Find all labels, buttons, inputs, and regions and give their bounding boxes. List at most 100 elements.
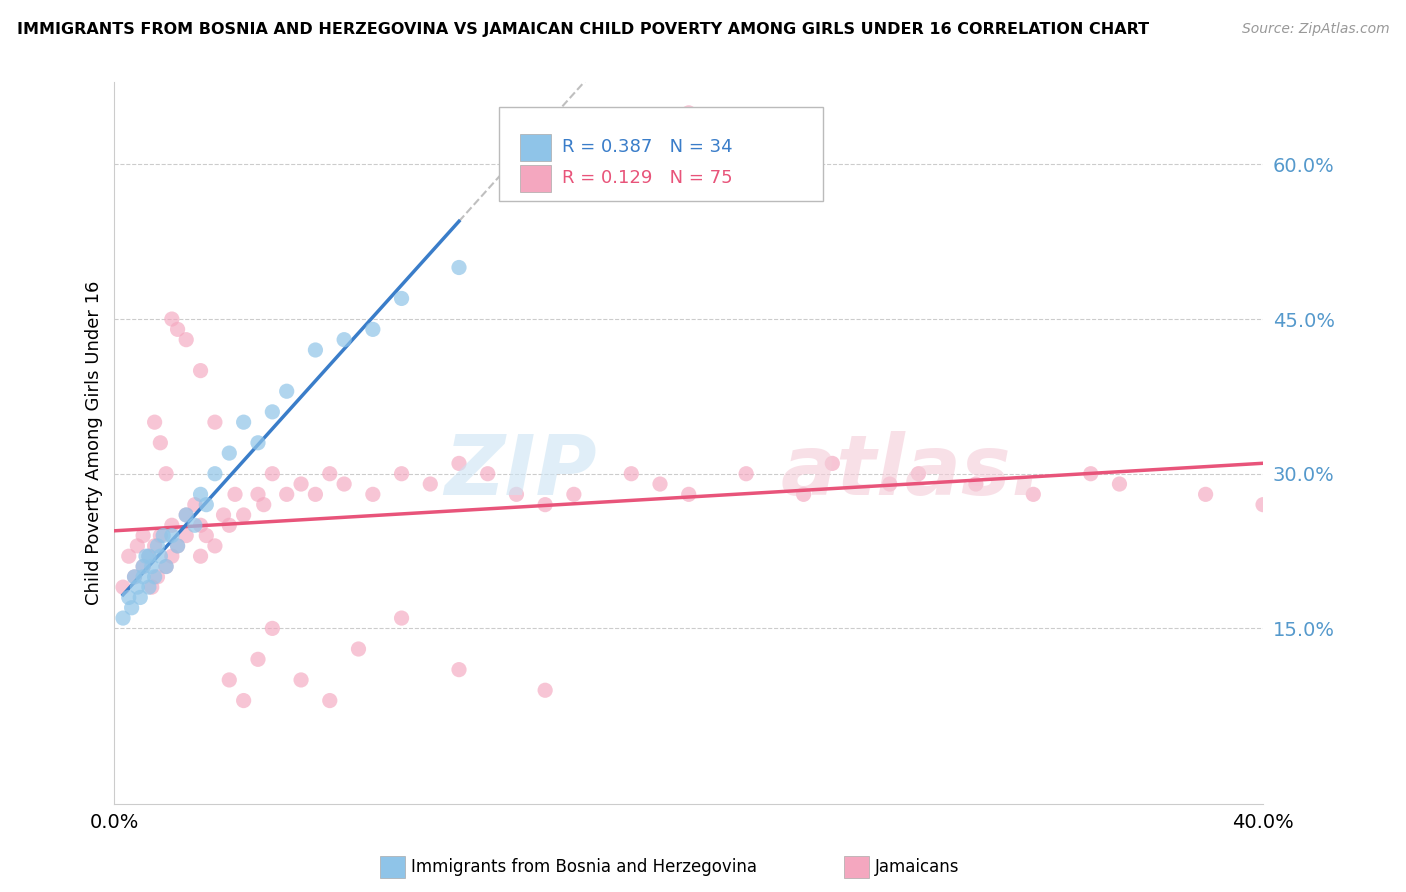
Point [112, 611, 135, 625]
Point [562, 487, 585, 501]
Point [124, 570, 146, 584]
Point [276, 487, 298, 501]
Point [224, 487, 246, 501]
Point [262, 405, 284, 419]
Point [195, 528, 218, 542]
Point [184, 498, 207, 512]
Point [190, 363, 212, 377]
Point [347, 642, 370, 657]
Point [1194, 487, 1216, 501]
Point [447, 663, 470, 677]
Text: atlas.: atlas. [780, 431, 1043, 512]
Point [190, 487, 212, 501]
Point [262, 621, 284, 635]
Point [319, 467, 342, 481]
Point [132, 528, 155, 542]
Text: Source: ZipAtlas.com: Source: ZipAtlas.com [1241, 22, 1389, 37]
Point [907, 467, 929, 481]
Point [155, 559, 177, 574]
Point [190, 518, 212, 533]
Point [218, 446, 240, 460]
Point [174, 528, 197, 542]
Point [534, 683, 557, 698]
Point [127, 580, 149, 594]
Point [290, 673, 312, 687]
Point [1022, 487, 1045, 501]
Point [678, 105, 700, 120]
Point [218, 673, 240, 687]
Point [132, 559, 155, 574]
Point [246, 487, 269, 501]
Point [419, 477, 441, 491]
Point [138, 580, 160, 594]
Point [174, 508, 197, 522]
Point [146, 570, 169, 584]
Point [152, 528, 174, 542]
Point [620, 467, 643, 481]
Point [118, 591, 141, 605]
Point [361, 487, 384, 501]
Point [1251, 498, 1274, 512]
Point [132, 559, 155, 574]
Point [184, 518, 207, 533]
Point [149, 549, 172, 564]
Point [232, 508, 254, 522]
Text: ZIP: ZIP [444, 431, 596, 512]
Point [447, 260, 470, 275]
Text: R = 0.387   N = 34: R = 0.387 N = 34 [562, 138, 733, 156]
Point [190, 549, 212, 564]
Point [246, 652, 269, 666]
Point [879, 477, 901, 491]
Point [793, 487, 815, 501]
Point [534, 498, 557, 512]
Point [232, 415, 254, 429]
Point [391, 467, 413, 481]
Point [141, 559, 163, 574]
Point [648, 477, 671, 491]
Point [160, 528, 183, 542]
Point [135, 549, 157, 564]
Point [1108, 477, 1130, 491]
Y-axis label: Child Poverty Among Girls Under 16: Child Poverty Among Girls Under 16 [86, 281, 103, 605]
Point [143, 539, 166, 553]
Point [333, 477, 356, 491]
Point [160, 549, 183, 564]
Point [195, 498, 218, 512]
Point [505, 487, 527, 501]
Point [333, 333, 356, 347]
Point [204, 415, 226, 429]
Point [166, 322, 188, 336]
Point [447, 457, 470, 471]
Point [124, 570, 146, 584]
Point [391, 611, 413, 625]
Point [129, 591, 152, 605]
Point [232, 693, 254, 707]
Point [204, 539, 226, 553]
Point [212, 508, 235, 522]
Point [821, 457, 844, 471]
Point [218, 518, 240, 533]
Text: Immigrants from Bosnia and Herzegovina: Immigrants from Bosnia and Herzegovina [411, 858, 756, 876]
Point [1080, 467, 1102, 481]
Point [155, 467, 177, 481]
Point [678, 487, 700, 501]
Point [160, 518, 183, 533]
Point [174, 333, 197, 347]
Text: IMMIGRANTS FROM BOSNIA AND HERZEGOVINA VS JAMAICAN CHILD POVERTY AMONG GIRLS UND: IMMIGRANTS FROM BOSNIA AND HERZEGOVINA V… [17, 22, 1149, 37]
Point [253, 498, 276, 512]
Point [138, 549, 160, 564]
Point [735, 467, 758, 481]
Point [146, 539, 169, 553]
Point [361, 322, 384, 336]
Text: R = 0.129   N = 75: R = 0.129 N = 75 [562, 169, 733, 187]
Point [118, 549, 141, 564]
Point [262, 467, 284, 481]
Point [166, 539, 188, 553]
Point [319, 693, 342, 707]
Point [174, 508, 197, 522]
Point [149, 528, 172, 542]
Point [127, 539, 149, 553]
Point [477, 467, 499, 481]
Point [304, 487, 326, 501]
Text: Jamaicans: Jamaicans [875, 858, 959, 876]
